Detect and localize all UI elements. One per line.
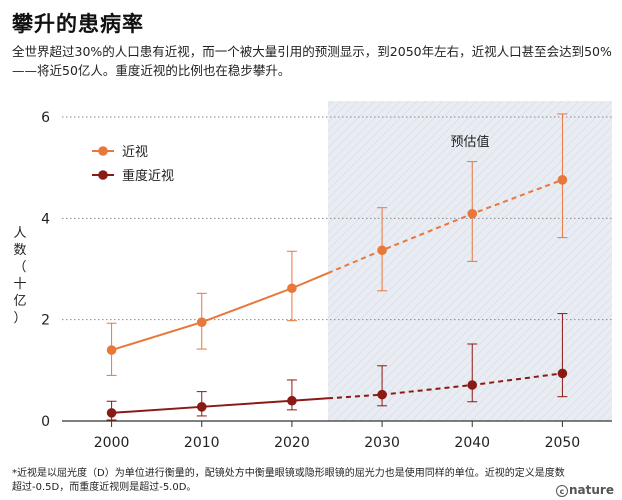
footnote: *近视是以屈光度（D）为单位进行衡量的，配镜处方中衡量眼镜或隐形眼镜的屈光力也是… (12, 468, 565, 493)
data-point (557, 175, 568, 185)
y-axis-label-char: 数 (13, 243, 26, 258)
series-line-actual (111, 272, 329, 352)
x-tick-label: 2030 (364, 435, 400, 451)
y-axis-label-char: ） (13, 311, 26, 326)
data-point (557, 368, 568, 379)
data-point (196, 317, 207, 328)
y-axis-label-char: 亿 (13, 294, 26, 309)
data-point (106, 408, 117, 418)
y-tick-label: 4 (41, 211, 50, 227)
logo-text: nature (569, 483, 614, 497)
x-tick-label: 2020 (274, 435, 310, 451)
data-point (467, 380, 478, 390)
data-point (377, 245, 387, 256)
y-axis-label-char: （ (13, 260, 26, 275)
x-tick-label: 2010 (184, 435, 220, 451)
y-axis-label-char: 人 (13, 226, 26, 241)
data-point (196, 402, 207, 412)
legend-marker (98, 146, 108, 156)
x-tick-label: 2050 (545, 435, 581, 451)
series-line-actual (111, 397, 329, 414)
legend-label: 近视 (122, 145, 148, 160)
series-line-forecast (327, 178, 563, 274)
series-line-forecast (327, 372, 563, 400)
legend-label: 重度近视 (122, 168, 174, 184)
y-tick-label: 0 (41, 414, 50, 430)
x-tick-label: 2000 (94, 435, 130, 451)
y-axis-label: 人数 （ 十亿 ） (13, 226, 26, 326)
data-point (467, 208, 478, 219)
nature-logo: c nature (556, 483, 614, 497)
data-point (287, 283, 297, 294)
y-axis-label-char: 十 (13, 277, 26, 292)
x-tick-label: 2040 (454, 435, 490, 451)
chart-title: 攀升的患病率 (12, 12, 144, 36)
copyright-icon: c (556, 485, 569, 497)
forecast-label: 预估值 (450, 134, 489, 150)
chart-subtitle: 全世界超过30%的人口患有近视，而一个被大量引用的预测显示，到2050年左右，近… (12, 44, 612, 78)
data-point (287, 395, 297, 406)
legend-marker (98, 170, 108, 180)
data-point (106, 345, 117, 355)
data-point (377, 389, 387, 400)
y-tick-label: 6 (41, 110, 50, 126)
y-tick-label: 2 (41, 313, 50, 329)
